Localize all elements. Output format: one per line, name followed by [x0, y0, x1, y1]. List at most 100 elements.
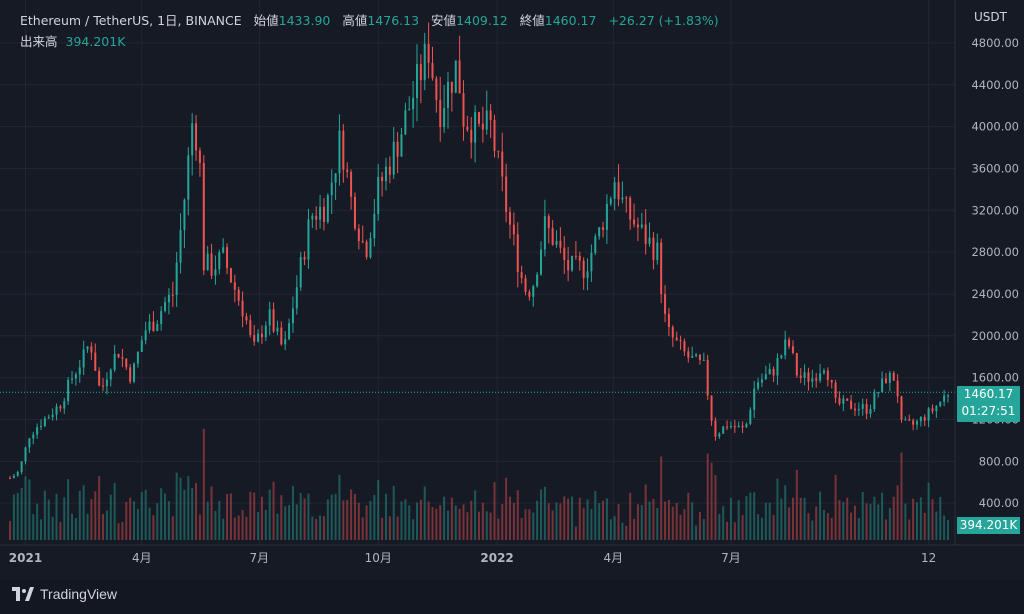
- candle-body: [322, 206, 325, 223]
- candle-body: [888, 372, 891, 383]
- candle-body: [51, 414, 54, 418]
- candle-body: [881, 378, 884, 393]
- candle-body: [679, 339, 682, 342]
- candle-body: [485, 110, 488, 130]
- candle-body: [214, 269, 217, 276]
- volume-bar: [404, 499, 407, 540]
- candle-body: [524, 278, 527, 292]
- chart-area[interactable]: 400.00800.001200.001600.002000.002400.00…: [0, 0, 1024, 580]
- candle-body: [90, 346, 93, 353]
- volume-bar: [853, 505, 856, 540]
- volume-bar: [183, 489, 186, 540]
- volume-bar: [105, 510, 108, 540]
- volume-bar: [109, 494, 112, 540]
- time-tick-label: 2021: [9, 551, 42, 565]
- volume-bar: [702, 519, 705, 540]
- candle-body: [98, 370, 101, 386]
- candle-body: [815, 378, 818, 381]
- candle-body: [303, 256, 306, 260]
- candle-body: [105, 379, 108, 387]
- volume-bar: [547, 503, 550, 540]
- volume-bar: [698, 511, 701, 540]
- candle-body: [687, 351, 690, 358]
- candle-body: [811, 378, 814, 382]
- candle-body: [625, 197, 628, 199]
- footer-bar: [0, 580, 1024, 614]
- volume-bar: [888, 508, 891, 540]
- volume-bar: [369, 500, 372, 540]
- volume-bar: [912, 498, 915, 540]
- volume-value: 394.201K: [65, 34, 126, 49]
- candle-body: [768, 368, 771, 375]
- volume-bar: [241, 510, 244, 540]
- candle-body: [664, 294, 667, 314]
- volume-bar: [861, 492, 864, 540]
- volume-bar: [450, 497, 453, 540]
- volume-bar: [528, 509, 531, 540]
- tradingview-logo[interactable]: TradingView: [12, 586, 117, 602]
- price-chart[interactable]: 400.00800.001200.001600.002000.002400.00…: [0, 0, 1024, 580]
- candle-body: [113, 354, 116, 370]
- candle-body: [780, 355, 783, 359]
- candle-body: [9, 478, 11, 480]
- volume-bar: [117, 523, 120, 540]
- volume-bar: [497, 518, 500, 540]
- volume-bar: [195, 483, 198, 540]
- candle-body: [842, 398, 845, 404]
- volume-bar: [140, 492, 143, 540]
- volume-bar: [71, 513, 74, 540]
- candle-body: [923, 416, 926, 421]
- volume-bar: [625, 525, 628, 540]
- volume-bar: [830, 517, 833, 540]
- candle-body: [745, 423, 748, 428]
- volume-bar: [412, 519, 415, 540]
- volume-bar: [764, 502, 767, 540]
- candle-body: [357, 228, 360, 241]
- candle-body: [733, 426, 736, 428]
- candle-body: [857, 408, 860, 411]
- candle-body: [404, 110, 407, 135]
- volume-bar: [540, 489, 543, 540]
- volume-bar: [210, 486, 213, 540]
- volume-bar: [602, 500, 605, 540]
- volume-bar: [214, 510, 217, 540]
- volume-bar: [733, 522, 736, 540]
- volume-bar: [419, 499, 422, 540]
- candle-body: [846, 398, 849, 401]
- volume-bar: [191, 488, 194, 540]
- candle-body: [900, 396, 903, 420]
- volume-bar: [551, 510, 554, 540]
- volume-bar: [121, 521, 124, 540]
- candle-body: [617, 182, 620, 200]
- volume-bar: [726, 521, 729, 540]
- volume-bar: [671, 506, 674, 540]
- candle-body: [691, 356, 694, 358]
- candle-body: [509, 211, 512, 225]
- volume-bar: [431, 507, 434, 540]
- volume-bar: [365, 505, 368, 540]
- volume-bar: [249, 491, 252, 540]
- time-tick-label: 7月: [721, 551, 741, 565]
- candle-body: [520, 272, 523, 279]
- candle-body: [319, 206, 322, 220]
- candle-body: [559, 240, 562, 248]
- volume-bar: [571, 496, 574, 540]
- volume-bar: [357, 502, 360, 540]
- currency-label[interactable]: USDT: [974, 10, 1007, 24]
- volume-bar: [400, 501, 403, 540]
- volume-bar: [512, 503, 515, 540]
- candle-body: [427, 43, 430, 63]
- brand-name: TradingView: [40, 586, 118, 602]
- candle-body: [478, 112, 480, 124]
- volume-bar: [799, 497, 802, 540]
- volume-bar: [760, 517, 763, 540]
- candle-body: [218, 252, 221, 270]
- time-tick-label: 7月: [250, 551, 270, 565]
- volume-bar: [458, 508, 461, 540]
- candle-body: [74, 374, 77, 379]
- candle-body: [563, 247, 566, 261]
- volume-bar: [125, 501, 128, 540]
- candle-body: [338, 130, 341, 174]
- candle-body: [241, 300, 244, 317]
- volume-bar: [884, 519, 887, 540]
